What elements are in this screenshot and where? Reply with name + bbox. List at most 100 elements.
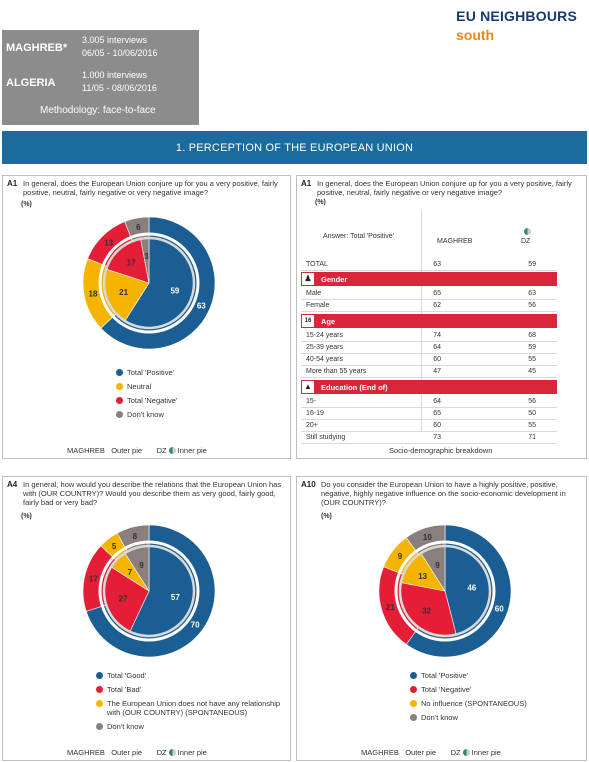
panel-a10-pie: A10 Do you consider the European Union t… (296, 476, 587, 761)
table-row: 25-39 years 64 59 (301, 342, 557, 354)
table-row: 15- 64 56 (301, 396, 557, 408)
pie-label-inner-1: 21 (119, 288, 128, 297)
ring-separator-inner (102, 544, 196, 638)
legend-item: Total 'Negative' (116, 396, 177, 405)
pie-label-outer-3: 6 (136, 223, 141, 232)
pie-chart-a4: 70 17 5 8 57 27 79 (82, 524, 216, 658)
panel-a4-pie: A4 In general, how would you describe th… (2, 476, 291, 761)
legend-swatch (116, 397, 123, 404)
col-dz: DZ (521, 238, 531, 245)
legend-item: Neutral (116, 382, 177, 391)
pie-label-inner-0: 57 (171, 593, 180, 602)
legend-item: Total 'Positive' (116, 368, 177, 377)
pie-label-outer-2: 9 (398, 552, 403, 561)
legend-swatch (96, 723, 103, 730)
pie-label-inner-3: 9 (435, 561, 440, 570)
methodology: Methodology: face-to-face (40, 105, 156, 116)
pie-label-outer-0: 70 (191, 621, 200, 630)
question-code: A10 (301, 480, 316, 489)
algeria-dates: 11/05 - 08/06/2016 (82, 83, 157, 93)
pie-footer: MAGHREB Outer pie DZ Inner pie (67, 446, 207, 455)
table-row: 16-19 65 50 (301, 408, 557, 420)
legend-swatch (116, 383, 123, 390)
pie-label-outer-1: 18 (89, 290, 98, 299)
panel-a1-pie: A1 In general, does the European Union c… (2, 175, 291, 459)
legend-swatch (410, 686, 417, 693)
algeria-interviews: 1.000 interviews (82, 70, 148, 80)
question-code: A1 (7, 179, 18, 188)
logo-subtitle: south (456, 27, 495, 43)
dz-flag-icon (168, 447, 176, 454)
pie-label-inner-2: 7 (128, 568, 133, 577)
pie-chart-a10: 60 21 9 10 46 32 13 9 (378, 524, 512, 658)
logo-title: EU NEIGHBOURS (456, 8, 577, 24)
pie-label-outer-3: 10 (423, 533, 432, 542)
pie-label-inner-2: 17 (127, 259, 136, 268)
legend-swatch (96, 686, 103, 693)
pie-label-inner-2: 13 (418, 572, 427, 581)
unit-label: (%) (21, 513, 32, 520)
legend-swatch (116, 411, 123, 418)
table-row: Male 65 63 (301, 288, 557, 300)
panel-a1-table: A1 In general, does the European Union c… (296, 175, 587, 459)
section-title: 1. PERCEPTION OF THE EUROPEAN UNION (2, 131, 587, 164)
legend-swatch (96, 672, 103, 679)
table-row: 15-24 years 74 68 (301, 330, 557, 342)
legend-item: Don't know (116, 410, 177, 419)
pie-footer: MAGHREB Outer pie DZ Inner pie (361, 748, 501, 757)
ring-separator-inner (398, 544, 492, 638)
question-text: In general, does the European Union conj… (317, 179, 572, 197)
ring-separator-outer (98, 540, 200, 642)
survey-info-box: MAGHREB* 3.005 interviews 06/05 - 10/06/… (2, 30, 199, 125)
ring-separator-outer (394, 540, 496, 642)
question-text: Do you consider the European Union to ha… (321, 480, 566, 507)
pie-footer: MAGHREB Outer pie DZ Inner pie (67, 748, 207, 757)
legend-item: No influence (SPONTANEOUS) (410, 699, 527, 708)
dz-flag-icon (462, 749, 470, 756)
legend-swatch (410, 714, 417, 721)
pie-label-inner-3: 3 (144, 252, 149, 261)
legend-item: Total 'Bad' (96, 685, 286, 694)
pie-label-outer-0: 60 (495, 605, 504, 614)
pie-label-outer-3: 8 (133, 532, 138, 541)
unit-label: (%) (315, 199, 326, 206)
dz-flag-icon (524, 228, 531, 235)
pie-label-inner-0: 59 (170, 287, 179, 296)
legend-item: Don't know (96, 722, 286, 731)
table-row: 40-54 years 60 55 (301, 354, 557, 366)
legend-swatch (410, 700, 417, 707)
region-maghreb: MAGHREB* (6, 42, 68, 54)
legend-swatch (410, 672, 417, 679)
pie-label-outer-2: 13 (104, 239, 113, 248)
question-code: A1 (301, 179, 312, 188)
maghreb-dates: 06/05 - 10/06/2016 (82, 48, 158, 58)
pie-label-inner-1: 32 (422, 607, 431, 616)
pie-label-outer-2: 5 (112, 542, 117, 551)
question-code: A4 (7, 480, 18, 489)
graduation-cap-icon: ▲ (301, 380, 315, 394)
unit-label: (%) (21, 201, 32, 208)
pie-label-inner-3: 9 (139, 561, 144, 570)
category-age: 16 Age (301, 314, 557, 328)
table-footer: Socio-demographic breakdown (389, 446, 493, 455)
legend-item: Total 'Positive' (410, 671, 527, 680)
pie-chart-a1: 63 18 13 6 59 21 17 3 (82, 216, 216, 350)
legend-swatch (116, 369, 123, 376)
unit-label: (%) (321, 513, 332, 520)
dz-flag-icon (168, 749, 176, 756)
pie-label-outer-1: 17 (89, 575, 98, 584)
col-maghreb: MAGHREB (437, 238, 473, 245)
legend-item: The European Union does not have any rel… (96, 699, 286, 717)
pie-label-outer-0: 63 (197, 302, 206, 311)
table-row: Female 62 56 (301, 300, 557, 312)
table-row: Still studying 73 71 (301, 432, 557, 444)
region-algeria: ALGERIA (6, 77, 56, 89)
pie-label-inner-0: 46 (467, 584, 476, 593)
category-gender: ♟ Gender (301, 272, 557, 286)
table-row: More than 55 years 47 45 (301, 366, 557, 378)
legend-a1: Total 'Positive' Neutral Total 'Negative… (116, 368, 177, 424)
calendar-icon: 16 (301, 314, 315, 328)
pie-label-inner-1: 27 (119, 595, 128, 604)
ring-separator-outer (98, 232, 200, 334)
legend-a10: Total 'Positive' Total 'Negative' No inf… (410, 671, 527, 727)
